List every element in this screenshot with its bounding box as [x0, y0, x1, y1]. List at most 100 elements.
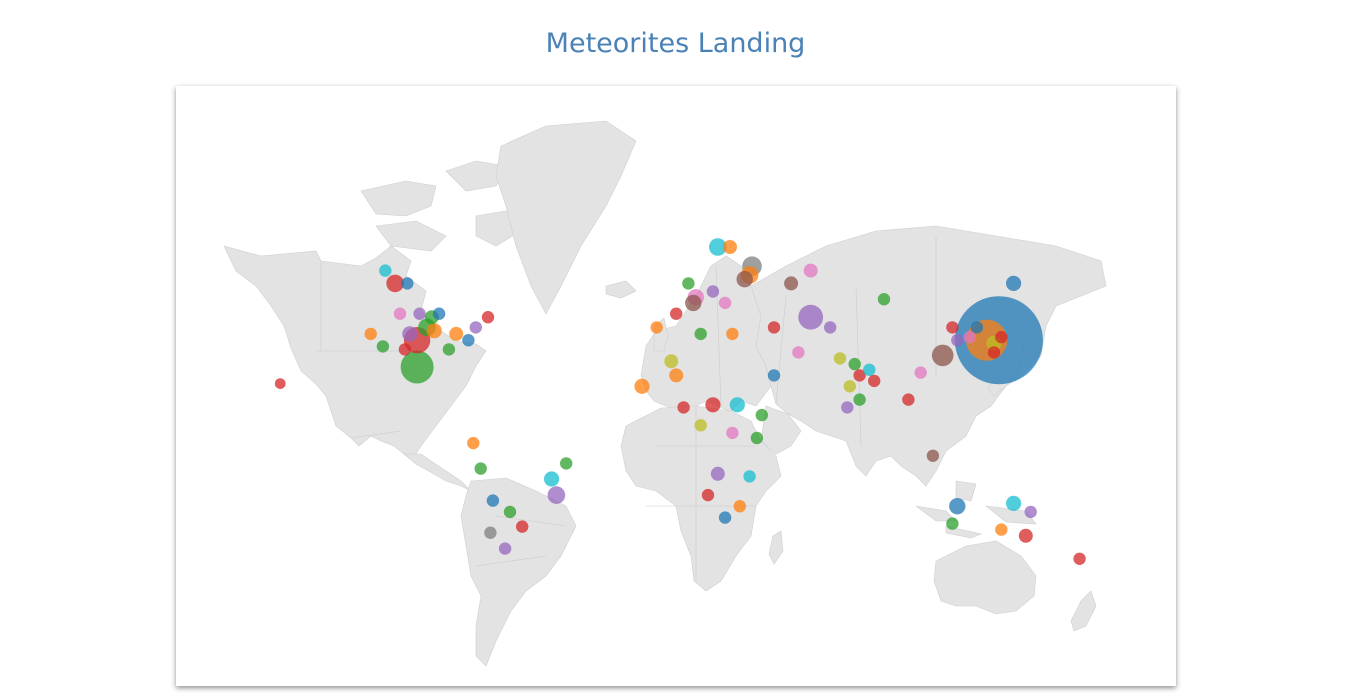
meteorite-point[interactable]: [995, 330, 1008, 344]
meteorite-point[interactable]: [469, 321, 482, 334]
meteorite-point[interactable]: [694, 327, 707, 341]
meteorite-point[interactable]: [931, 344, 954, 367]
meteorite-point[interactable]: [946, 321, 959, 334]
meteorite-point[interactable]: [274, 378, 286, 389]
world-map[interactable]: [176, 86, 1176, 686]
meteorite-point[interactable]: [1073, 552, 1086, 565]
meteorite-point[interactable]: [432, 307, 446, 320]
new-zealand: [1070, 590, 1097, 632]
meteorite-point[interactable]: [848, 357, 861, 371]
meteorite-point[interactable]: [729, 397, 745, 413]
meteorite-point[interactable]: [706, 285, 720, 298]
meteorite-point[interactable]: [486, 494, 500, 507]
meteorite-point[interactable]: [467, 436, 480, 450]
meteorite-point[interactable]: [995, 523, 1008, 536]
meteorite-point[interactable]: [853, 393, 866, 406]
meteorite-point[interactable]: [677, 401, 690, 414]
meteorite-point[interactable]: [863, 363, 876, 376]
meteorite-point[interactable]: [413, 307, 426, 320]
meteorite-point[interactable]: [970, 321, 984, 334]
meteorite-point[interactable]: [718, 511, 732, 524]
meteorite-point[interactable]: [400, 350, 434, 384]
meteorite-point[interactable]: [733, 500, 746, 513]
page-title: Meteorites Landing: [545, 28, 806, 59]
meteorite-point[interactable]: [398, 343, 412, 356]
meteorite-point[interactable]: [386, 274, 404, 293]
madagascar: [768, 530, 784, 565]
meteorite-point[interactable]: [750, 431, 764, 445]
meteorite-point[interactable]: [798, 304, 824, 330]
meteorite-point[interactable]: [833, 352, 847, 365]
meteorite-point[interactable]: [498, 542, 512, 555]
meteorite-point[interactable]: [685, 294, 702, 312]
meteorite-point[interactable]: [705, 397, 721, 413]
meteorite-point[interactable]: [723, 240, 737, 254]
meteorite-point[interactable]: [669, 368, 684, 383]
meteorite-point[interactable]: [792, 346, 805, 359]
meteorite-point[interactable]: [718, 296, 732, 310]
meteorite-point[interactable]: [670, 307, 683, 320]
meteorite-point[interactable]: [767, 369, 781, 382]
meteorite-point[interactable]: [709, 238, 727, 256]
meteorite-point[interactable]: [926, 449, 940, 462]
meteorite-point[interactable]: [784, 276, 799, 291]
meteorite-point[interactable]: [376, 340, 390, 353]
meteorite-point[interactable]: [364, 327, 377, 341]
meteorite-point[interactable]: [379, 264, 392, 277]
meteorite-point[interactable]: [736, 271, 753, 288]
australia: [933, 540, 1037, 615]
meteorite-point[interactable]: [877, 293, 891, 306]
meteorite-point[interactable]: [963, 330, 976, 344]
meteorite-point[interactable]: [650, 321, 663, 334]
meteorite-point[interactable]: [401, 277, 414, 290]
meteorite-point[interactable]: [710, 466, 725, 481]
meteorite-point[interactable]: [462, 334, 475, 347]
meteorite-point[interactable]: [949, 498, 966, 515]
meteorite-point[interactable]: [726, 327, 739, 341]
meteorite-point[interactable]: [701, 488, 715, 502]
meteorite-point[interactable]: [634, 378, 650, 394]
meteorite-point[interactable]: [824, 321, 837, 334]
meteorite-point[interactable]: [682, 277, 695, 290]
meteorite-point[interactable]: [547, 486, 566, 504]
meteorite-point[interactable]: [474, 462, 487, 475]
meteorite-point[interactable]: [694, 419, 707, 432]
meteorite-point[interactable]: [481, 311, 495, 324]
meteorite-point[interactable]: [841, 401, 854, 414]
meteorite-point[interactable]: [560, 457, 573, 470]
meteorite-point[interactable]: [853, 369, 866, 382]
meteorite-point[interactable]: [843, 380, 856, 393]
meteorite-point[interactable]: [393, 307, 407, 320]
greenland: [495, 120, 637, 315]
meteorite-point[interactable]: [755, 408, 768, 422]
meteorite-point[interactable]: [1018, 528, 1033, 543]
meteorite-point[interactable]: [868, 374, 881, 388]
meteorite-point[interactable]: [951, 334, 964, 347]
meteorite-points: [274, 238, 1086, 565]
meteorite-point[interactable]: [449, 326, 464, 341]
map-container[interactable]: [176, 86, 1176, 686]
meteorite-point[interactable]: [402, 326, 418, 342]
meteorite-point[interactable]: [743, 470, 756, 483]
africa: [620, 405, 782, 592]
meteorite-point[interactable]: [1024, 505, 1037, 519]
south-america: [460, 477, 577, 667]
meteorite-point[interactable]: [803, 263, 818, 278]
meteorite-point[interactable]: [1006, 275, 1022, 291]
meteorite-point[interactable]: [544, 471, 560, 487]
meteorite-point[interactable]: [914, 366, 927, 379]
meteorite-point[interactable]: [1006, 495, 1022, 511]
land-layer: [223, 120, 1107, 667]
meteorite-point[interactable]: [726, 426, 739, 440]
meteorite-point[interactable]: [946, 517, 959, 530]
meteorite-point[interactable]: [503, 505, 517, 519]
meteorite-point[interactable]: [516, 520, 529, 533]
meteorite-point[interactable]: [987, 346, 1001, 359]
meteorite-point[interactable]: [767, 321, 781, 334]
meteorite-point[interactable]: [902, 393, 915, 406]
meteorite-point[interactable]: [442, 343, 456, 356]
meteorite-point[interactable]: [484, 526, 497, 539]
meteorite-point[interactable]: [426, 323, 442, 339]
meteorite-point[interactable]: [664, 354, 679, 369]
asia: [750, 225, 1107, 487]
